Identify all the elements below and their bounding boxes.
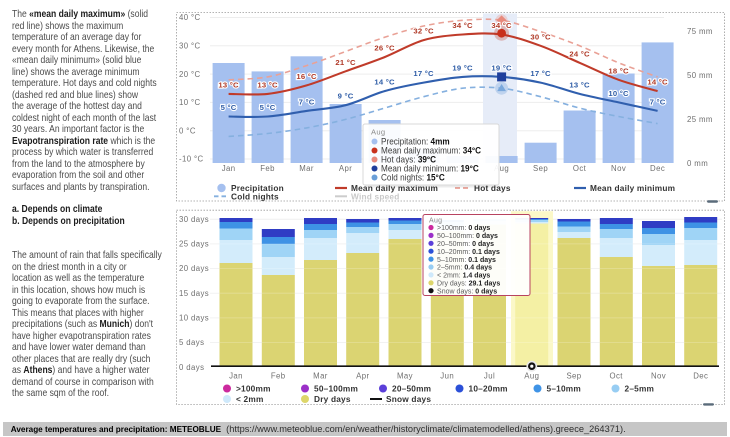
svg-text:14 °C: 14 °C xyxy=(374,78,395,87)
svg-text:7 °C: 7 °C xyxy=(299,97,315,106)
svg-text:19 °C: 19 °C xyxy=(491,63,512,72)
svg-text:Jul: Jul xyxy=(484,372,495,381)
svg-text:Precipitation: Precipitation xyxy=(231,183,284,193)
svg-text:May: May xyxy=(397,372,413,381)
svg-text:13 °C: 13 °C xyxy=(569,80,590,89)
svg-text:Snow days: Snow days xyxy=(386,394,431,404)
svg-text:Hot days: Hot days xyxy=(474,183,511,193)
svg-text:Feb: Feb xyxy=(260,164,275,173)
svg-text:50 mm: 50 mm xyxy=(687,71,713,80)
svg-text:Aug: Aug xyxy=(494,164,509,173)
svg-text:< 2mm: 1.4 days: < 2mm: 1.4 days xyxy=(437,270,490,279)
svg-text:Oct: Oct xyxy=(610,372,624,381)
svg-text:25 mm: 25 mm xyxy=(687,115,713,124)
svg-text:9 °C: 9 °C xyxy=(338,92,354,101)
svg-text:>100mm: 0 days: >100mm: 0 days xyxy=(437,223,490,232)
svg-text:18 °C: 18 °C xyxy=(608,66,629,75)
svg-text:34 °C: 34 °C xyxy=(452,21,473,30)
svg-text:Feb: Feb xyxy=(271,372,286,381)
svg-text:>100mm: >100mm xyxy=(236,384,271,394)
svg-text:Dry days: Dry days xyxy=(314,394,351,404)
svg-text:24 °C: 24 °C xyxy=(569,49,590,58)
svg-text:5–10mm: 5–10mm xyxy=(547,384,581,394)
svg-text:20–50mm: 20–50mm xyxy=(392,384,431,394)
svg-text:Mean daily minimum: Mean daily minimum xyxy=(590,183,675,193)
svg-text:10 °C: 10 °C xyxy=(179,98,201,107)
svg-text:0 °C: 0 °C xyxy=(179,126,196,135)
svg-text:20 °C: 20 °C xyxy=(179,70,201,79)
svg-text:Mean daily maximum: Mean daily maximum xyxy=(351,183,438,193)
svg-text:Snow days: 0 days: Snow days: 0 days xyxy=(437,286,497,295)
svg-text:Hot days: 39°C: Hot days: 39°C xyxy=(381,154,436,164)
svg-text:14 °C: 14 °C xyxy=(647,78,668,87)
svg-text:19 °C: 19 °C xyxy=(452,63,473,72)
svg-text:Dec: Dec xyxy=(650,164,665,173)
svg-text:25 days: 25 days xyxy=(179,240,209,249)
svg-text:34 °C: 34 °C xyxy=(491,21,512,30)
svg-text:Mar: Mar xyxy=(313,372,328,381)
svg-text:0 days: 0 days xyxy=(179,363,204,372)
svg-text:Mean daily minimum: 19°C: Mean daily minimum: 19°C xyxy=(381,163,479,173)
svg-text:7 °C: 7 °C xyxy=(650,97,666,106)
svg-text:< 2mm: < 2mm xyxy=(236,394,264,404)
svg-text:10–20mm: 0.1 days: 10–20mm: 0.1 days xyxy=(437,247,500,256)
svg-text:2–5mm: 0.4 days: 2–5mm: 0.4 days xyxy=(437,263,492,272)
svg-text:20–50mm: 0 days: 20–50mm: 0 days xyxy=(437,239,494,248)
svg-text:Cold nights: 15°C: Cold nights: 15°C xyxy=(381,172,445,182)
svg-text:Aug: Aug xyxy=(429,218,442,225)
svg-text:Apr: Apr xyxy=(339,164,352,173)
svg-text:32 °C: 32 °C xyxy=(413,27,434,36)
svg-text:2–5mm: 2–5mm xyxy=(625,384,655,394)
svg-text:0 mm: 0 mm xyxy=(687,159,708,168)
svg-text:10–20mm: 10–20mm xyxy=(469,384,508,394)
svg-text:5 days: 5 days xyxy=(179,338,204,347)
svg-text:10 °C: 10 °C xyxy=(608,89,629,98)
svg-text:13 °C: 13 °C xyxy=(218,80,239,89)
svg-text:5 °C: 5 °C xyxy=(221,103,237,112)
svg-text:Aug: Aug xyxy=(524,372,539,381)
svg-text:Jun: Jun xyxy=(440,372,454,381)
svg-text:Precipitation: 4mm: Precipitation: 4mm xyxy=(381,136,450,146)
svg-text:15 days: 15 days xyxy=(179,289,209,298)
svg-text:Mean daily maximum: 34°C: Mean daily maximum: 34°C xyxy=(381,145,481,155)
svg-text:10 days: 10 days xyxy=(179,314,209,323)
svg-text:Jan: Jan xyxy=(229,372,243,381)
svg-text:30 days: 30 days xyxy=(179,215,209,224)
svg-text:Aug: Aug xyxy=(371,128,385,137)
svg-text:-10 °C: -10 °C xyxy=(179,155,204,164)
svg-text:Sep: Sep xyxy=(566,372,581,381)
svg-text:Apr: Apr xyxy=(356,372,369,381)
svg-text:50–100mm: 0 days: 50–100mm: 0 days xyxy=(437,231,498,240)
svg-text:Mar: Mar xyxy=(299,164,314,173)
svg-text:Dec: Dec xyxy=(693,372,708,381)
svg-text:30 °C: 30 °C xyxy=(530,32,551,41)
svg-text:50–100mm: 50–100mm xyxy=(314,384,358,394)
svg-text:Oct: Oct xyxy=(573,164,587,173)
svg-text:Dry days: 29.1 days: Dry days: 29.1 days xyxy=(437,278,500,287)
svg-text:Sep: Sep xyxy=(533,164,548,173)
svg-text:21 °C: 21 °C xyxy=(335,58,356,67)
svg-text:16 °C: 16 °C xyxy=(296,72,317,81)
svg-text:Jan: Jan xyxy=(222,164,236,173)
svg-text:17 °C: 17 °C xyxy=(413,69,434,78)
svg-text:Nov: Nov xyxy=(651,372,666,381)
svg-text:Nov: Nov xyxy=(611,164,626,173)
svg-text:20 days: 20 days xyxy=(179,264,209,273)
svg-text:40 °C: 40 °C xyxy=(179,13,201,22)
svg-text:5 °C: 5 °C xyxy=(260,103,276,112)
svg-text:13 °C: 13 °C xyxy=(257,80,278,89)
svg-text:Cold nights: Cold nights xyxy=(231,191,279,201)
svg-text:75 mm: 75 mm xyxy=(687,27,713,36)
svg-text:17 °C: 17 °C xyxy=(530,69,551,78)
svg-text:30 °C: 30 °C xyxy=(179,42,201,51)
svg-text:5–10mm: 0.1 days: 5–10mm: 0.1 days xyxy=(437,255,496,264)
svg-text:26 °C: 26 °C xyxy=(374,44,395,53)
svg-text:Wind speed: Wind speed xyxy=(351,191,399,201)
